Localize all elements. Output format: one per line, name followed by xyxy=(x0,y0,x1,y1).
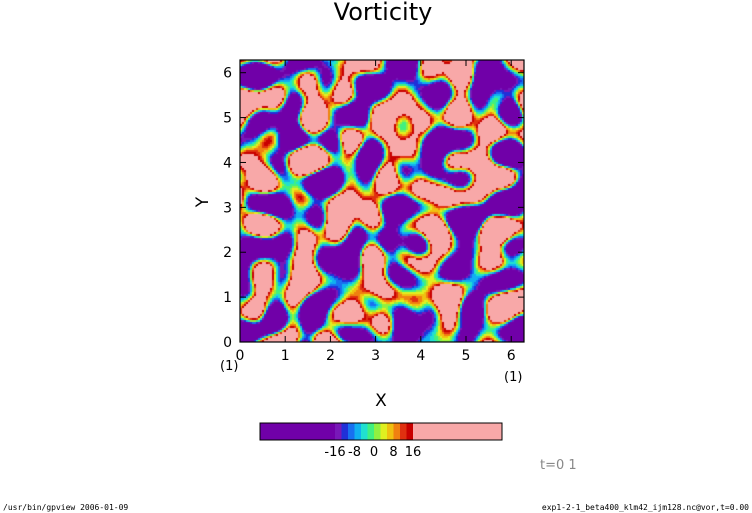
chart-title: Vorticity xyxy=(334,0,433,26)
x-tick-label: 6 xyxy=(507,348,516,364)
x-axis-label: X xyxy=(375,391,387,411)
y-tick-label: 6 xyxy=(223,66,232,82)
y-tick-label: 4 xyxy=(223,155,232,171)
x-tick-label: 1 xyxy=(281,348,290,364)
y-axis-label: Y xyxy=(193,196,213,208)
colorbar-tick-label: -8 xyxy=(348,445,361,460)
vorticity-field xyxy=(240,60,524,342)
colorbar-segment xyxy=(406,423,413,440)
colorbar-segment xyxy=(387,423,394,440)
time-label: t=0 1 xyxy=(540,458,577,473)
footer-right: exp1-2-1_beta400_klm42_ijm128.nc@vor,t=0… xyxy=(542,503,749,512)
x-axis-ticks: 0 1 2 3 4 5 6 xyxy=(236,60,516,364)
colorbar-segment xyxy=(400,423,407,440)
colorbar-segment xyxy=(361,423,368,440)
colorbar-segment xyxy=(367,423,374,440)
footer-left: /usr/bin/gpview 2006-01-09 xyxy=(3,503,128,512)
colorbar-segment xyxy=(335,423,342,440)
x-tick-label: 2 xyxy=(326,348,335,364)
plot-frame xyxy=(239,59,525,343)
colorbar-segment xyxy=(260,423,335,440)
vorticity-heatmap xyxy=(240,60,524,342)
colorbar-segment xyxy=(380,423,387,440)
y-axis-ticks: 0 1 2 3 4 5 6 xyxy=(223,66,524,351)
colorbar-tick-label: 16 xyxy=(405,445,422,460)
x-tick-label: 3 xyxy=(371,348,380,364)
colorbar-segment xyxy=(393,423,400,440)
y-tick-label: 2 xyxy=(223,245,232,261)
x-tick-label: 5 xyxy=(462,348,471,364)
x-axis-unit-right: (1) xyxy=(504,370,522,385)
colorbar-labels: -16 -8 0 8 16 xyxy=(324,445,421,460)
x-tick-label: 4 xyxy=(416,348,425,364)
colorbar-segment xyxy=(413,423,502,440)
y-tick-label: 1 xyxy=(223,290,232,306)
x-axis-unit-left: (1) xyxy=(220,359,238,374)
y-tick-label: 0 xyxy=(223,335,232,351)
y-tick-label: 5 xyxy=(223,111,232,127)
colorbar-tick-label: -16 xyxy=(324,445,345,460)
colorbar xyxy=(259,422,503,441)
colorbar-frame xyxy=(259,422,503,441)
colorbar-segment xyxy=(354,423,361,440)
colorbar-segment xyxy=(341,423,348,440)
colorbar-tick-label: 0 xyxy=(370,445,378,460)
y-tick-label: 3 xyxy=(223,200,232,216)
colorbar-segment xyxy=(374,423,381,440)
colorbar-segment xyxy=(348,423,355,440)
colorbar-tick-label: 8 xyxy=(389,445,397,460)
x-tick-label: 0 xyxy=(236,348,245,364)
